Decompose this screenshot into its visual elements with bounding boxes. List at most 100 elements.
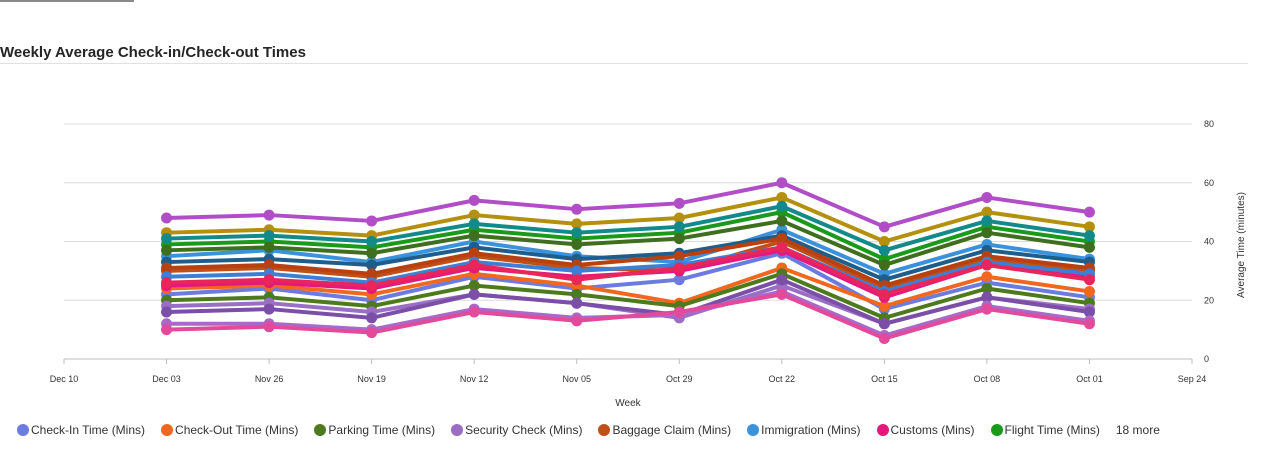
x-axis-label: Week	[615, 398, 641, 409]
data-point[interactable]	[161, 233, 173, 245]
data-point[interactable]	[1083, 318, 1095, 330]
data-point[interactable]	[776, 191, 788, 203]
data-point[interactable]	[776, 274, 788, 286]
data-point[interactable]	[981, 215, 993, 227]
data-point[interactable]	[981, 271, 993, 283]
data-point[interactable]	[468, 306, 480, 318]
data-point[interactable]	[468, 194, 480, 206]
data-point[interactable]	[263, 274, 275, 286]
data-point[interactable]	[468, 209, 480, 221]
y-axis-ticks: 0 20 40 60 80	[1204, 119, 1214, 364]
data-point[interactable]	[981, 191, 993, 203]
legend-item[interactable]: Check-In Time (Mins)	[17, 423, 145, 437]
legend-label: Parking Time (Mins)	[328, 423, 436, 437]
series-line	[166, 210, 1090, 262]
data-point[interactable]	[366, 312, 378, 324]
data-point[interactable]	[776, 177, 788, 189]
data-point[interactable]	[1083, 306, 1095, 318]
data-point[interactable]	[776, 288, 788, 300]
data-point[interactable]	[571, 265, 583, 277]
legend-item[interactable]: Customs (Mins)	[876, 423, 975, 437]
data-point[interactable]	[366, 236, 378, 247]
data-point[interactable]	[673, 221, 685, 233]
legend-swatch-icon	[990, 424, 1003, 436]
legend-item[interactable]: Flight Time (Mins)	[990, 423, 1100, 437]
data-point[interactable]	[673, 306, 685, 318]
data-point[interactable]	[1083, 285, 1095, 297]
data-point[interactable]	[161, 262, 173, 274]
data-point[interactable]	[161, 244, 173, 256]
data-point[interactable]	[981, 283, 993, 294]
data-point[interactable]	[571, 227, 583, 239]
data-point[interactable]	[1083, 221, 1095, 233]
data-point[interactable]	[571, 274, 583, 286]
data-point[interactable]	[981, 227, 993, 239]
data-point[interactable]	[1083, 274, 1095, 286]
legend-item[interactable]: Security Check (Mins)	[451, 423, 582, 437]
data-point[interactable]	[776, 241, 788, 253]
legend-label: Check-In Time (Mins)	[31, 423, 146, 437]
data-point[interactable]	[263, 241, 275, 253]
series-line	[166, 251, 1090, 312]
legend-item[interactable]: Immigration (Mins)	[747, 423, 861, 437]
legend-label: Customs (Mins)	[890, 423, 975, 437]
data-point[interactable]	[468, 218, 480, 230]
legend-item[interactable]: Check-Out Time (Mins)	[161, 423, 298, 437]
data-point[interactable]	[161, 306, 173, 318]
series-line	[166, 271, 1090, 320]
data-point[interactable]	[366, 327, 378, 339]
data-point[interactable]	[571, 288, 583, 300]
data-point[interactable]	[878, 332, 890, 344]
data-point[interactable]	[366, 268, 378, 280]
data-point[interactable]	[366, 215, 378, 227]
data-point[interactable]	[571, 315, 583, 327]
data-point[interactable]	[263, 321, 275, 333]
data-point[interactable]	[571, 203, 583, 215]
data-point[interactable]	[878, 221, 890, 233]
data-point[interactable]	[468, 230, 480, 242]
data-point[interactable]	[673, 250, 685, 262]
data-point[interactable]	[263, 303, 275, 315]
top-tab-indicator	[0, 0, 134, 2]
data-point[interactable]	[673, 262, 685, 274]
data-point[interactable]	[571, 218, 583, 230]
data-point[interactable]	[468, 247, 480, 259]
data-point[interactable]	[878, 288, 890, 300]
data-point[interactable]	[878, 244, 890, 256]
data-point[interactable]	[263, 209, 275, 221]
data-point[interactable]	[366, 247, 378, 259]
data-point[interactable]	[776, 200, 788, 212]
legend-more-button[interactable]: 18 more	[1115, 423, 1160, 437]
data-point[interactable]	[468, 288, 480, 300]
data-point[interactable]	[161, 212, 173, 224]
legend-item[interactable]: Baggage Claim (Mins)	[598, 423, 731, 437]
data-point[interactable]	[981, 206, 993, 218]
data-point[interactable]	[673, 233, 685, 245]
data-point[interactable]	[1083, 230, 1095, 242]
data-point[interactable]	[468, 259, 480, 271]
data-point[interactable]	[161, 277, 173, 289]
data-point[interactable]	[263, 259, 275, 271]
data-point[interactable]	[366, 280, 378, 292]
data-point[interactable]	[673, 212, 685, 224]
data-point[interactable]	[673, 197, 685, 209]
data-point[interactable]	[571, 238, 583, 250]
data-point[interactable]	[673, 274, 685, 286]
data-point[interactable]	[161, 324, 173, 336]
data-point[interactable]	[981, 291, 993, 303]
data-point[interactable]	[263, 230, 275, 242]
data-point[interactable]	[468, 280, 480, 292]
data-point[interactable]	[1083, 206, 1095, 218]
data-point[interactable]	[776, 233, 788, 245]
data-point[interactable]	[981, 259, 993, 271]
data-point[interactable]	[1083, 241, 1095, 253]
data-point[interactable]	[981, 303, 993, 315]
data-point[interactable]	[366, 259, 378, 271]
data-point[interactable]	[878, 300, 890, 312]
legend-item[interactable]: Parking Time (Mins)	[314, 423, 435, 437]
data-point[interactable]	[878, 318, 890, 330]
data-point[interactable]	[878, 259, 890, 271]
data-point[interactable]	[571, 297, 583, 309]
data-point[interactable]	[878, 236, 890, 247]
data-point[interactable]	[776, 215, 788, 227]
